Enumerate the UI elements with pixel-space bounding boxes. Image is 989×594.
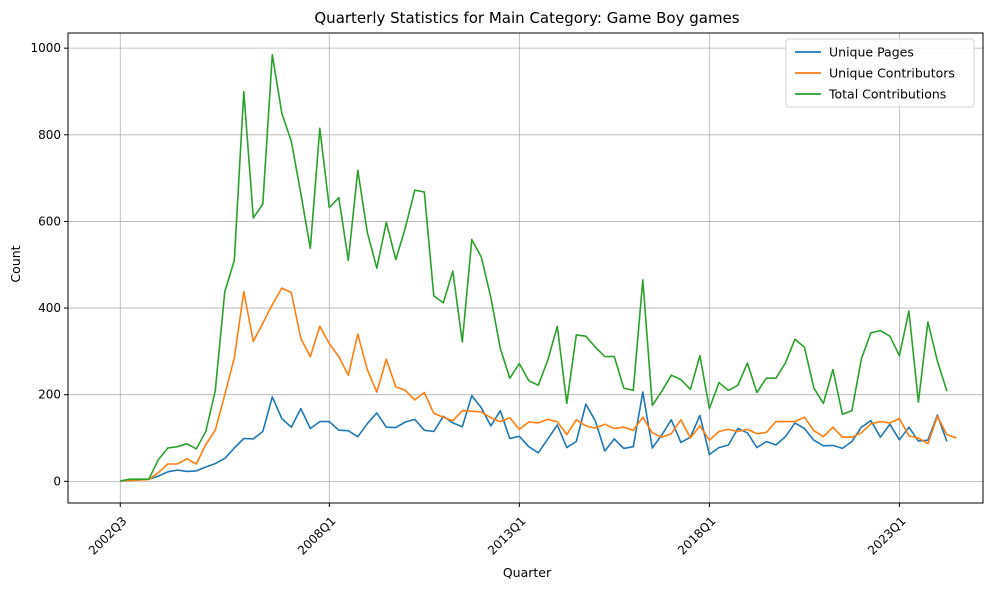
series-line-unique-pages	[120, 391, 948, 482]
series-lines	[120, 53, 957, 482]
x-tick-label: 2008Q1	[295, 514, 339, 558]
x-axis-label: Quarter	[503, 565, 552, 580]
x-tick-label: 2023Q1	[865, 514, 909, 558]
y-tick-label: 200	[38, 388, 61, 402]
y-tick-label: 400	[38, 301, 61, 315]
y-tick-label: 800	[38, 128, 61, 142]
legend-box	[785, 38, 975, 108]
x-axis-ticks: 2002Q3 2008Q1 2013Q1 2018Q1 2023Q1	[86, 503, 909, 558]
x-tick-label: 2018Q1	[675, 514, 719, 558]
plot-frame	[67, 32, 984, 504]
series-line-total-contributions	[120, 53, 948, 482]
x-tick-label: 2002Q3	[86, 514, 130, 558]
legend-label: Unique Contributors	[829, 66, 955, 81]
legend: Unique Pages Unique Contributors Total Con…	[785, 38, 975, 108]
series-line-unique-contributors	[120, 287, 957, 482]
y-tick-label: 1000	[30, 41, 61, 55]
legend-label: Total Contributions	[828, 87, 946, 102]
y-axis-label: Count	[8, 245, 23, 282]
y-tick-label: 0	[53, 474, 61, 488]
x-tick-label: 2013Q1	[485, 514, 529, 558]
chart-title: Quarterly Statistics for Main Category: …	[314, 9, 739, 27]
legend-label: Unique Pages	[829, 45, 914, 60]
grid	[68, 33, 983, 503]
y-axis-ticks: 0 200 400 600 800 1000	[30, 41, 68, 488]
y-tick-label: 600	[38, 214, 61, 228]
